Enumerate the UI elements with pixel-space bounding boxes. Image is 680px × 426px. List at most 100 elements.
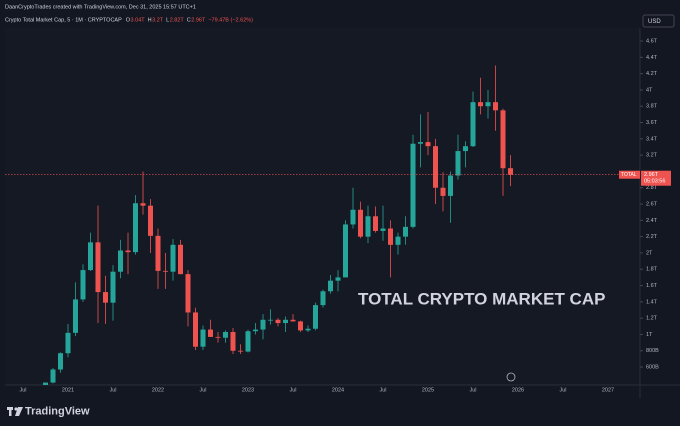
currency: USD [648,19,661,25]
legend-key: O [126,17,131,23]
legend-value: 3.2T [152,17,164,23]
candle-body [335,277,341,281]
candle-body [155,235,161,271]
candle-body [193,312,198,347]
candle-body [395,236,401,245]
annotation: TOTAL CRYPTO MARKET CAP [358,289,605,308]
y-tick-label: 1.6T [646,283,658,289]
candle-body [260,319,266,330]
legend-key: H [148,17,152,23]
candle-body [140,203,146,206]
candle-body [470,102,476,147]
candle-body [178,244,183,275]
y-tick-label: 4.2T [646,71,658,77]
candle-body [448,175,453,196]
y-tick-label: 2T [646,250,653,256]
candle-body [215,336,221,338]
candle-body [88,242,93,271]
y-tick-label: 4T [646,87,653,93]
y-tick-label: 1.4T [646,299,658,305]
candle-body [508,168,513,175]
candle-body [50,369,56,383]
price-label-box [641,170,671,186]
x-tick-label: Jul [109,387,116,393]
legend-key: L [166,17,169,23]
x-tick-label: Jul [559,387,566,393]
x-tick-label: Jul [469,387,476,393]
x-tick-label: 2024 [332,387,344,393]
candle-body [358,209,363,237]
candle-body [403,226,408,237]
candle-body [125,250,131,253]
symbol-tag: TOTAL [621,172,637,178]
symbol-tag-box [619,170,640,179]
countdown: 05:03:56 [644,179,665,185]
y-tick-label: 3.6T [646,120,658,126]
candle-body [328,280,333,292]
candle-body [253,329,258,332]
brand: TradingView [25,405,90,417]
candle-body [58,353,63,370]
candle-body [223,332,228,338]
candle-body [275,319,281,324]
y-tick-label: 800B [646,348,659,354]
session-icon [506,372,516,382]
candle-body [80,270,86,300]
legend-symbol: Crypto Total Market Cap, 5 · 1M · CRYPTO… [5,17,122,23]
y-tick-label: 600B [646,365,659,371]
y-tick-label: 4.4T [646,55,658,61]
candle-body [298,321,303,331]
candle-body [200,329,206,347]
candle-body [380,228,386,231]
candle-body [110,271,116,303]
legend: Crypto Total Market Cap, 5 · 1M · CRYPTO… [5,17,253,23]
legend-value: 2.96T [191,17,206,23]
candle-body [148,205,153,236]
candle-body [433,146,438,188]
candle-body [440,187,446,196]
candle-body [365,216,371,237]
candle-body [73,299,78,333]
candle-body [373,216,378,231]
x-tick-label: Jul [19,387,26,393]
x-tick-label: 2022 [152,387,164,393]
y-tick-label: 2.2T [646,234,658,240]
candle-body [418,142,423,144]
x-tick-label: 2027 [602,387,614,393]
x-tick-label: 2026 [512,387,524,393]
candle-body [343,224,348,278]
logo-part [9,407,12,416]
candle-body [283,319,288,324]
candle-body [478,102,483,107]
y-tick-label: 1.8T [646,267,658,273]
candle-body [245,331,251,352]
candle-body [95,242,101,293]
y-tick-label: 2.6T [646,202,658,208]
candle-body [208,329,213,337]
x-tick-label: Jul [289,387,296,393]
candle-body [238,350,243,352]
y-tick-label: 1T [646,332,653,338]
axes: 600B 800B 1T 1.2T 1.4T 1.6T 1.8T 2T 2.2T 2.4T 2.6T… [19,38,671,393]
candle-body [230,332,236,351]
y-tick-label: 1.2T [646,316,658,322]
candle-body [455,151,461,176]
candle-body [500,110,506,169]
candle-body [163,270,168,272]
legend-value: 2.82T [170,17,185,23]
y-tick-label: 3.8T [646,104,658,110]
currency-box [642,14,675,28]
y-tick-label: 3.4T [646,136,658,142]
candle-body [410,143,416,227]
legend-key: C [187,17,191,23]
legend-change: −79.47B (−2.62%) [208,17,253,23]
y-tick-label: 4.6T [646,38,658,44]
x-tick-label: 2021 [62,387,74,393]
candle-body [388,228,393,245]
price-label: 2.96T [644,172,659,178]
legend-value: 3.04T [131,17,146,23]
x-tick-label: 2025 [422,387,434,393]
y-tick-label: 3.2T [646,153,658,159]
candle-body [320,291,326,306]
